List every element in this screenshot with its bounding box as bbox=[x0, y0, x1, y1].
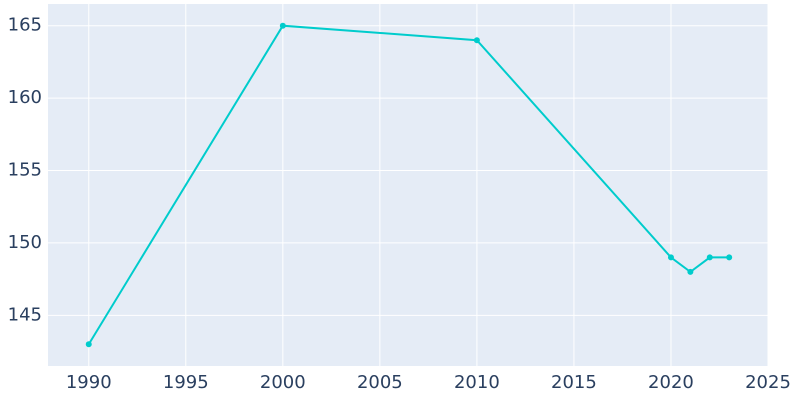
point bbox=[667, 254, 674, 261]
y-tick-label: 165 bbox=[8, 15, 42, 36]
point bbox=[706, 254, 713, 261]
point bbox=[687, 268, 694, 275]
x-tick-label: 2020 bbox=[648, 372, 694, 393]
x-tick-label: 2010 bbox=[454, 372, 500, 393]
y-tick-label: 155 bbox=[8, 160, 42, 181]
point bbox=[726, 254, 733, 261]
y-tick-label: 150 bbox=[8, 232, 42, 253]
x-tick-label: 2015 bbox=[551, 372, 597, 393]
y-tick-label: 145 bbox=[8, 304, 42, 325]
x-tick-label: 1990 bbox=[66, 372, 112, 393]
point bbox=[473, 37, 480, 44]
y-tick-label: 160 bbox=[8, 87, 42, 108]
x-tick-label: 2005 bbox=[357, 372, 403, 393]
plot-background bbox=[48, 4, 768, 366]
point bbox=[85, 341, 92, 348]
x-tick-label: 2025 bbox=[745, 372, 791, 393]
x-tick-label: 1995 bbox=[163, 372, 209, 393]
x-tick-label: 2000 bbox=[260, 372, 306, 393]
point bbox=[279, 22, 286, 29]
